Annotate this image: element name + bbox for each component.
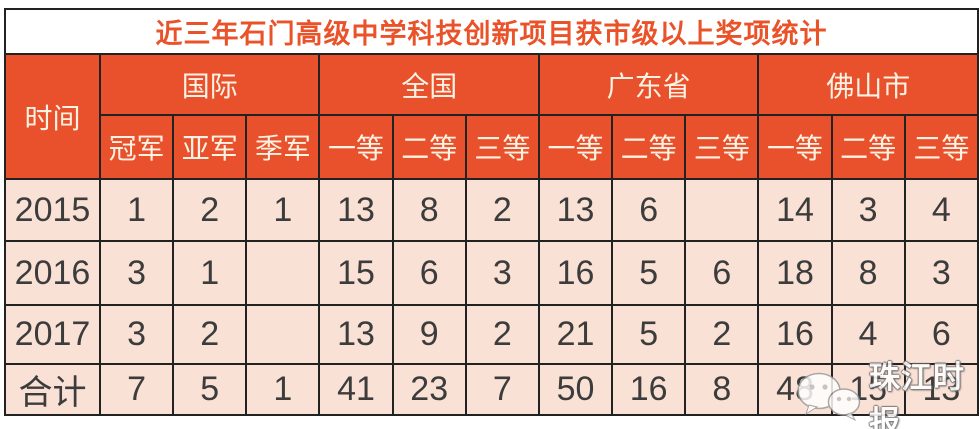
data-cell: 6 (391, 240, 467, 306)
data-cell: 14 (757, 178, 833, 242)
sub-header: 冠军 (98, 114, 175, 180)
data-cell: 2 (684, 304, 760, 365)
data-cell: 16 (757, 304, 833, 365)
header-group-foshan: 佛山市 (757, 53, 979, 116)
data-cell: 8 (830, 240, 906, 306)
data-cell: 18 (757, 240, 833, 306)
data-cell: 1 (245, 363, 321, 416)
sub-header: 季军 (245, 114, 321, 180)
data-cell: 5 (611, 304, 687, 365)
data-cell: 48 (757, 363, 833, 416)
header-time: 时间 (4, 53, 101, 180)
data-cell: 3 (830, 178, 906, 242)
data-cell (245, 240, 321, 306)
data-cell (245, 304, 321, 365)
data-cell: 41 (318, 363, 394, 416)
data-cell: 1 (98, 178, 175, 242)
row-label: 合计 (4, 363, 101, 416)
data-cell: 13 (537, 178, 614, 242)
data-cell: 3 (98, 240, 175, 306)
sub-header: 三等 (464, 114, 540, 180)
table-row-2015: 2015 1 2 1 13 8 2 13 6 14 3 4 (4, 178, 979, 242)
data-cell: 16 (537, 240, 614, 306)
sub-header: 二等 (830, 114, 906, 180)
sub-header: 二等 (391, 114, 467, 180)
data-cell: 2 (464, 304, 540, 365)
data-cell: 3 (464, 240, 540, 306)
data-cell: 8 (391, 178, 467, 242)
data-cell: 21 (537, 304, 614, 365)
sub-header-row: 冠军 亚军 季军 一等 二等 三等 一等 二等 三等 一等 二等 三等 (5, 114, 979, 180)
group-header-row: 时间 国际 全国 广东省 佛山市 (4, 53, 979, 180)
data-cell: 8 (684, 363, 760, 416)
table-row-total: 合计 7 5 1 41 23 7 50 16 8 48 15 13 (4, 363, 979, 416)
data-cell: 6 (684, 240, 760, 306)
data-cell: 2 (172, 178, 248, 242)
sub-header: 二等 (611, 114, 687, 180)
data-cell: 1 (172, 240, 248, 306)
data-cell: 2 (464, 178, 540, 242)
data-cell: 1 (245, 178, 321, 242)
data-cell: 4 (903, 178, 979, 242)
data-cell: 7 (464, 363, 540, 416)
data-cell: 15 (830, 363, 906, 416)
data-cell: 5 (611, 240, 687, 306)
title-row: 近三年石门高级中学科技创新项目获市级以上奖项统计 (4, 8, 979, 55)
table-title: 近三年石门高级中学科技创新项目获市级以上奖项统计 (4, 8, 979, 55)
table-row-2016: 2016 3 1 15 6 3 16 5 6 18 8 3 (4, 240, 979, 306)
data-cell: 16 (611, 363, 687, 416)
sub-header: 亚军 (172, 114, 248, 180)
sub-header: 一等 (537, 114, 614, 180)
data-cell: 3 (98, 304, 175, 365)
sub-header: 三等 (903, 114, 979, 180)
data-cell: 6 (611, 178, 687, 242)
data-cell: 7 (98, 363, 175, 416)
data-cell: 6 (903, 304, 979, 365)
table-row-2017: 2017 3 2 13 9 2 21 5 2 16 4 6 (4, 304, 979, 365)
header-group-national: 全国 (318, 53, 540, 116)
data-cell: 13 (903, 363, 979, 416)
data-cell: 50 (537, 363, 614, 416)
sub-header: 三等 (684, 114, 760, 180)
data-cell: 13 (318, 304, 394, 365)
data-cell: 13 (318, 178, 394, 242)
header-group-guangdong: 广东省 (537, 53, 760, 116)
data-cell (684, 178, 760, 242)
data-cell: 3 (903, 240, 979, 306)
data-cell: 4 (830, 304, 906, 365)
row-label: 2017 (4, 304, 101, 365)
data-cell: 5 (172, 363, 248, 416)
data-cell: 15 (318, 240, 394, 306)
header-group-international: 国际 (98, 53, 321, 116)
row-label: 2016 (4, 240, 101, 306)
row-label: 2015 (4, 178, 101, 242)
award-statistics-table: 近三年石门高级中学科技创新项目获市级以上奖项统计 时间 国际 全国 广东省 佛山… (4, 8, 979, 416)
data-cell: 9 (391, 304, 467, 365)
data-cell: 23 (391, 363, 467, 416)
sub-header: 一等 (318, 114, 394, 180)
data-cell: 2 (172, 304, 248, 365)
sub-header: 一等 (757, 114, 833, 180)
